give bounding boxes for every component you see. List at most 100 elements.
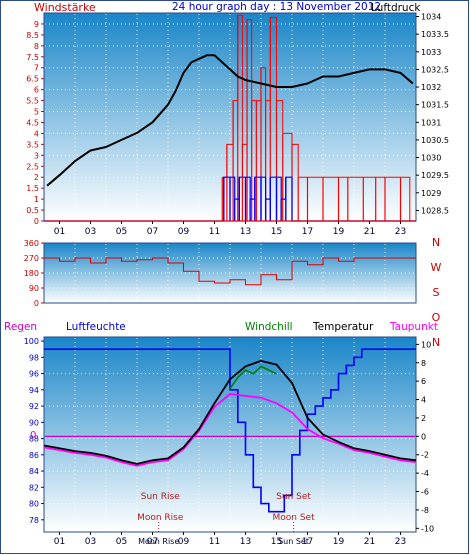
wind-tick-label: 4.5 <box>26 118 39 127</box>
compass-label: W <box>431 261 442 274</box>
panel1-right-ticks: 1028.5 1029 1029.5 1030 1030.5 1031 1031.5 1032… <box>416 13 449 215</box>
wind-tick-label: 0.5 <box>26 206 39 215</box>
direction-tick-label: 270 <box>24 254 39 263</box>
x-tick-label: 21 <box>364 227 375 237</box>
wind-tick-label: 5.5 <box>26 97 39 106</box>
humidity-tick-label: 92 <box>29 402 39 411</box>
humidity-tick-label: 88 <box>29 435 39 444</box>
x-tick-label: 05 <box>116 537 127 547</box>
direction-tick-label: 0 <box>34 299 39 308</box>
pressure-tick-label: 1032 <box>421 83 441 92</box>
windchill-label: Windchill <box>245 321 293 333</box>
humidity-tick-label: 84 <box>29 467 39 476</box>
pressure-tick-label: 1029 <box>421 189 441 198</box>
pressure-tick-label: 1030.5 <box>421 136 449 145</box>
x-tick-label: 01 <box>54 227 65 237</box>
temperature-tick-label: 4 <box>421 396 426 405</box>
panel1-marks <box>44 14 416 222</box>
wind-tick-label: 5 <box>34 108 39 117</box>
temperature-tick-label: -8 <box>421 506 429 515</box>
x-tick-label: 17 <box>302 537 313 547</box>
temperature-tick-label: 2 <box>421 414 426 423</box>
x-tick-label: 09 <box>178 537 190 547</box>
wind-pressure-panel: 0 0.5 1 1.5 2 2.5 3 3.5 4 4.55 5.5 6 6.5 7 7.5 8 8.5 9 10… <box>26 12 449 237</box>
sun-moon-annotation: Moon Rise <box>137 513 184 523</box>
x-marker-label: Moon Rise <box>138 537 179 546</box>
temperature-tick-label: -4 <box>421 469 429 478</box>
x-tick-label: 15 <box>271 537 282 547</box>
x-tick-label: 05 <box>116 227 127 237</box>
x-tick-label: 07 <box>147 537 158 547</box>
x-tick-label: 11 <box>209 537 220 547</box>
wind-axis-title: Windstärke <box>34 1 96 14</box>
humidity-tick-label: 78 <box>29 516 39 525</box>
wind-tick-label: 3 <box>34 151 39 160</box>
humidity-tick-label: 86 <box>29 451 39 460</box>
wind-tick-label: 8.5 <box>26 31 39 40</box>
pressure-tick-label: 1030 <box>421 154 441 163</box>
wind-tick-label: 2 <box>34 173 39 182</box>
x-tick-label: 03 <box>85 227 96 237</box>
x-tick-label: 15 <box>271 227 282 237</box>
wind-tick-label: 0 <box>34 217 39 226</box>
humidity-tick-label: 90 <box>29 418 39 427</box>
pressure-tick-label: 1033 <box>421 48 441 57</box>
panel3-right-ticks: -10 -8 -6 -4 -2 0 2 4 6 8 10 <box>416 340 434 533</box>
pressure-axis-title: Luftdruck <box>371 2 421 14</box>
pressure-tick-label: 1029.5 <box>421 171 449 180</box>
humidity-tick-label: 100 <box>24 337 39 346</box>
x-tick-label: 23 <box>395 227 406 237</box>
wind-tick-label: 2.5 <box>26 162 39 171</box>
wind-tick-label: 4 <box>34 129 39 138</box>
panel2-marks <box>44 257 416 286</box>
direction-tick-label: 360 <box>24 239 39 248</box>
sun-moon-annotation: Sun Set <box>276 492 311 502</box>
x-tick-label: 23 <box>395 537 406 547</box>
panel1-left-ticks: 0 0.5 1 1.5 2 2.5 3 3.5 4 4.55 5.5 6 6.5 7 7.5 8 8.5 9 <box>26 20 44 226</box>
humidity-tick-label: 82 <box>29 483 39 492</box>
x-tick-label: 13 <box>240 227 251 237</box>
compass-label: N <box>432 236 440 249</box>
pressure-tick-label: 1032.5 <box>421 65 449 74</box>
wind-tick-label: 6.5 <box>26 75 39 84</box>
x-tick-label: 07 <box>147 227 158 237</box>
humidity-tick-label: 98 <box>29 353 39 362</box>
humidity-tick-label: 80 <box>29 500 39 509</box>
panel3-marks <box>43 348 417 513</box>
panel3-left-ticks: 78 80 82 84 86 88 90 92 94 96 98 100 <box>24 337 44 525</box>
x-tick-label: 17 <box>302 227 313 237</box>
temperatur-label: Temperatur <box>312 321 374 333</box>
humidity-tick-label: 96 <box>29 370 39 379</box>
x-tick-label: 19 <box>333 227 345 237</box>
x-marker-label: Sun Set <box>278 537 309 546</box>
taupunkt-label: Taupunkt <box>389 321 438 333</box>
wind-tick-label: 7.5 <box>26 53 39 62</box>
windchill-line <box>229 365 277 389</box>
dewpoint-line <box>43 393 417 467</box>
temperature-tick-label: 8 <box>421 359 426 368</box>
wind-tick-label: 3.5 <box>26 140 39 149</box>
compass-label: O <box>432 311 441 324</box>
panel2-left-ticks: 0 90 180 270 360 <box>24 239 44 308</box>
sun-moon-annotation: Sun Rise <box>141 492 180 502</box>
x-tick-label: 13 <box>240 537 251 547</box>
temperature-tick-label: -10 <box>421 524 434 533</box>
humidity-tick-label: 94 <box>29 386 39 395</box>
x-tick-label: 01 <box>54 537 65 547</box>
panel3-x-ticks: 01 03 05 07 09 11 13 15 17 19 21 23 <box>54 532 406 547</box>
wind-direction-line <box>44 257 416 286</box>
x-tick-label: 21 <box>364 537 375 547</box>
temperature-tick-label: 0 <box>421 432 426 441</box>
x-tick-label: 03 <box>85 537 96 547</box>
temperature-tick-label: -2 <box>421 451 429 460</box>
wind-tick-label: 1 <box>34 195 39 204</box>
pressure-tick-label: 1028.5 <box>421 206 449 215</box>
temperature-line <box>43 359 417 465</box>
temperature-tick-label: 6 <box>421 377 426 386</box>
gust-line <box>222 14 411 221</box>
